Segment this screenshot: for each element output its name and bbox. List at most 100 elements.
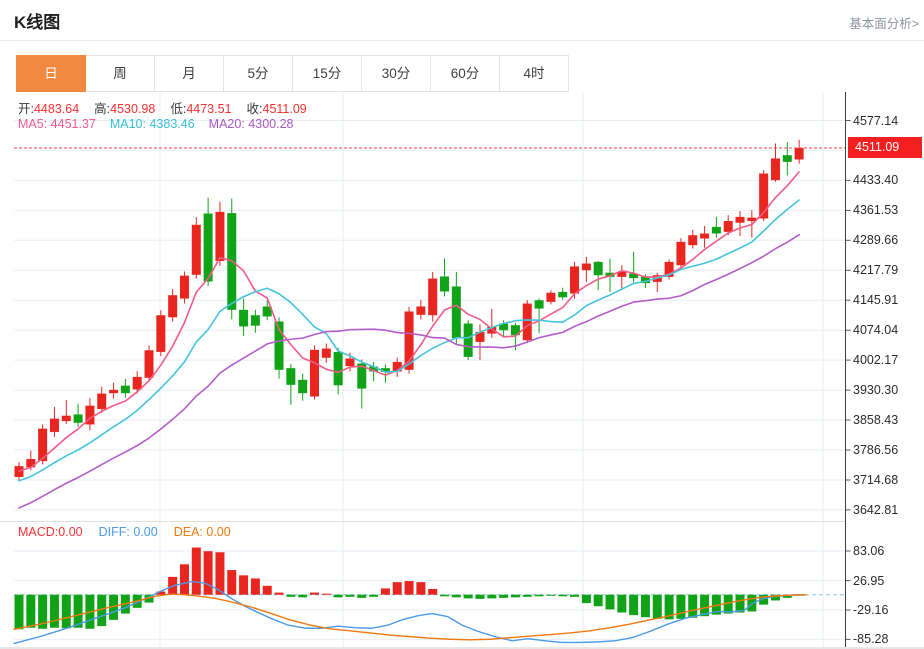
- macd-bar: [700, 594, 710, 617]
- candle-body: [215, 211, 225, 262]
- candle-body: [85, 405, 95, 425]
- macd-bar: [499, 594, 509, 598]
- open-value: 4483.64: [33, 102, 80, 116]
- macd-bar: [428, 588, 438, 595]
- macd-bar: [191, 547, 201, 595]
- tab-60min[interactable]: 60分: [430, 55, 500, 92]
- candle-body: [286, 368, 296, 385]
- candle-body: [380, 368, 390, 372]
- macd-bar: [321, 593, 331, 595]
- macd-bar: [239, 575, 249, 595]
- candle-body: [392, 361, 402, 372]
- y-axis-label: 3642.81: [853, 502, 899, 517]
- candle-body: [333, 351, 343, 386]
- interval-tab-bar: 日周月 5分 15分 30分 60分 4时: [16, 55, 569, 92]
- current-price-badge: 4511.09: [848, 137, 922, 158]
- candle-body: [487, 326, 497, 334]
- macd-bar: [215, 552, 225, 595]
- ma5-line: [18, 171, 800, 472]
- candle-body: [49, 418, 59, 432]
- macd-value: MACD:0.00: [18, 525, 83, 539]
- candle-body: [711, 226, 721, 234]
- candle-body: [203, 213, 213, 282]
- macd-bar: [286, 594, 296, 597]
- candle-body: [369, 366, 379, 372]
- macd-bar: [558, 594, 568, 597]
- candle-body: [522, 303, 532, 341]
- macd-bar: [770, 594, 780, 601]
- tab-month[interactable]: 月: [154, 55, 224, 92]
- macd-bar: [97, 594, 107, 627]
- macd-bar: [546, 594, 556, 596]
- candle-body: [168, 295, 178, 318]
- macd-bar: [333, 594, 343, 598]
- candle-body: [794, 148, 804, 160]
- macd-bar: [723, 594, 733, 614]
- macd-bar: [274, 592, 284, 595]
- macd-bar: [711, 594, 721, 615]
- candle-body: [26, 459, 36, 468]
- macd-bar: [392, 582, 402, 595]
- candle-body: [558, 291, 568, 298]
- y-axis-label: -29.16: [853, 603, 889, 617]
- macd-bar: [688, 594, 698, 618]
- macd-bar: [179, 564, 189, 595]
- macd-bar: [250, 578, 260, 595]
- candle-body: [416, 306, 426, 315]
- macd-bar: [640, 594, 650, 618]
- tab-15min[interactable]: 15分: [292, 55, 362, 92]
- candle-body: [179, 275, 189, 299]
- tab-4hour[interactable]: 4时: [499, 55, 569, 92]
- macd-bar: [380, 588, 390, 595]
- y-axis-label: 3714.68: [853, 473, 899, 487]
- y-axis-label: -85.28: [853, 632, 889, 647]
- candle-body: [759, 173, 769, 219]
- fundamental-analysis-link[interactable]: 基本面分析>: [849, 17, 919, 31]
- tab-day[interactable]: 日: [16, 55, 86, 92]
- candle-body: [581, 263, 591, 271]
- candle-body: [345, 358, 355, 367]
- ma20-legend: MA20: 4300.28: [208, 117, 294, 131]
- candle-body: [132, 376, 142, 390]
- macd-bar: [463, 594, 473, 599]
- low-value: 4473.51: [186, 102, 232, 116]
- macd-bar: [510, 594, 520, 598]
- macd-bar: [451, 594, 461, 598]
- candle-body: [321, 348, 331, 358]
- y-axis-label: 4577.14: [853, 113, 899, 128]
- tab-30min[interactable]: 30分: [361, 55, 431, 92]
- candle-body: [475, 331, 485, 342]
- macd-bar: [227, 570, 237, 595]
- candle-body: [534, 300, 544, 309]
- macd-bar: [26, 594, 36, 628]
- diff-value: DIFF: 0.00: [98, 525, 158, 539]
- candle-body: [510, 325, 520, 336]
- candle-body: [144, 350, 154, 378]
- macd-bar: [357, 594, 367, 598]
- candle-body: [440, 276, 450, 292]
- candle-body: [239, 309, 249, 327]
- dea-value: DEA: 0.00: [173, 525, 231, 539]
- y-axis-label: 4145.91: [853, 293, 899, 308]
- candle-body: [617, 271, 627, 277]
- macd-legend: MACD:0.00 DIFF: 0.00 DEA: 0.00: [18, 525, 231, 539]
- macd-bar: [487, 594, 497, 599]
- candle-body: [747, 217, 757, 222]
- macd-bar: [605, 594, 615, 610]
- page-title: K线图: [14, 13, 61, 32]
- candle-body: [499, 323, 509, 331]
- candle-body: [120, 385, 130, 394]
- ohlc-legend: 开:4483.64 高:4530.98 低:4473.51 收:4511.09: [18, 98, 322, 117]
- y-axis-label: 4074.04: [853, 323, 899, 338]
- tab-5min[interactable]: 5分: [223, 55, 293, 92]
- ma5-legend: MA5: 4451.37: [18, 117, 96, 131]
- candle-body: [782, 155, 792, 162]
- candle-body: [640, 276, 650, 284]
- diff-line: [13, 580, 807, 645]
- macd-bar: [61, 594, 71, 629]
- ma-legend: MA5: 4451.37 MA10: 4383.46 MA20: 4300.28: [18, 117, 293, 131]
- ma10-legend: MA10: 4383.46: [109, 117, 195, 131]
- macd-bar: [534, 594, 544, 597]
